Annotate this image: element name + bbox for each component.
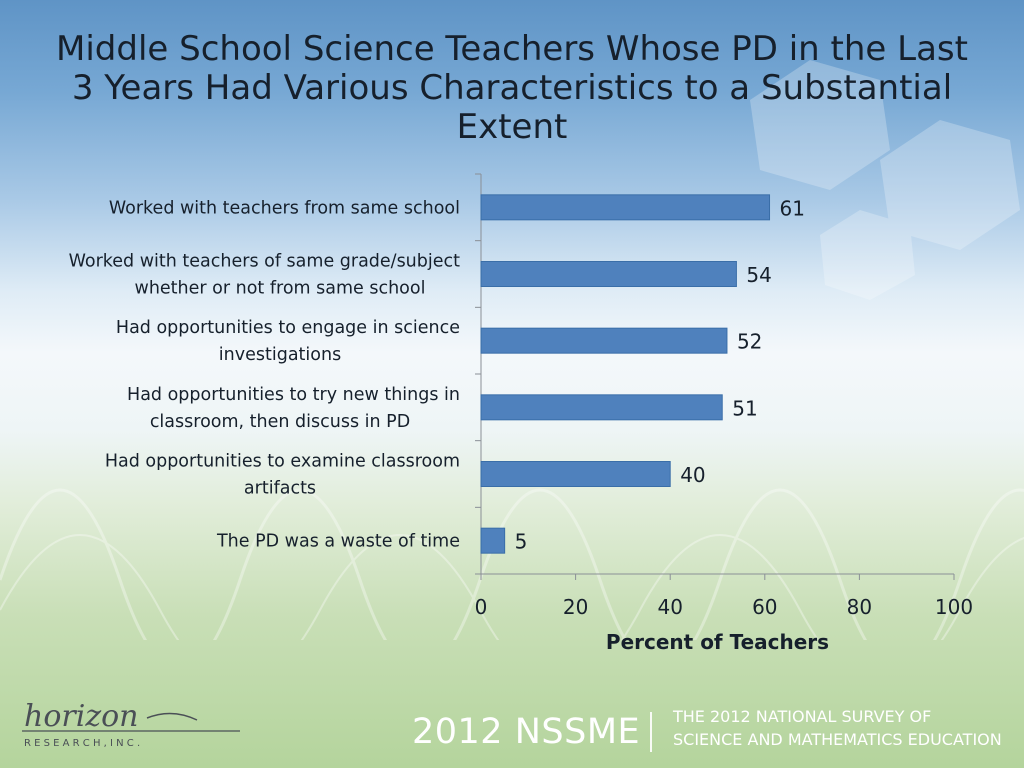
data-label: 52 xyxy=(737,330,762,354)
category-label: Had opportunities to try new things in xyxy=(127,385,460,405)
data-label: 54 xyxy=(746,263,771,287)
category-label: whether or not from same school xyxy=(135,279,426,299)
x-tick-label: 80 xyxy=(847,595,872,619)
bar xyxy=(480,527,506,554)
x-tick-label: 40 xyxy=(657,595,682,619)
bar-chart: 61 Worked with teachers from same school 5… xyxy=(69,173,973,654)
bar xyxy=(480,194,771,221)
category-label: Worked with teachers of same grade/subje… xyxy=(69,252,461,272)
category-label: The PD was a waste of time xyxy=(216,532,460,552)
logo-subtext: R E S E A R C H , I N C . xyxy=(24,738,140,749)
footer-separator xyxy=(650,712,652,752)
data-label: 5 xyxy=(515,530,528,554)
data-label: 61 xyxy=(780,196,805,220)
x-tick-label: 60 xyxy=(752,595,777,619)
x-tick-label: 100 xyxy=(935,595,973,619)
horizon-research-logo: horizon R E S E A R C H , I N C . xyxy=(22,700,240,749)
data-label: 51 xyxy=(732,396,757,420)
chart-title: Middle School Science Teachers Whose PD … xyxy=(56,29,968,147)
footer-year-label: 2012 NSSME xyxy=(412,712,641,752)
category-label: artifacts xyxy=(244,479,316,499)
category-label: Had opportunities to engage in science xyxy=(116,318,460,338)
bar xyxy=(480,394,723,421)
x-tick-label: 20 xyxy=(563,595,588,619)
bar xyxy=(480,461,671,487)
category-label: Had opportunities to examine classroom xyxy=(105,452,460,472)
x-tick-label: 0 xyxy=(475,595,488,619)
footer-survey-line-2: SCIENCE AND MATHEMATICS EDUCATION xyxy=(673,730,1002,749)
category-label: Worked with teachers from same school xyxy=(109,198,460,218)
data-label: 40 xyxy=(680,463,705,487)
x-axis-title: Percent of Teachers xyxy=(606,630,829,654)
category-label: classroom, then discuss in PD xyxy=(150,412,410,432)
category-label: investigations xyxy=(219,345,341,365)
bar xyxy=(480,261,737,287)
background-hexagons xyxy=(750,60,1020,300)
background-waves xyxy=(0,488,1024,640)
footer-survey-name: THE 2012 NATIONAL SURVEY OF SCIENCE AND … xyxy=(673,705,1002,751)
logo-wordmark: horizon xyxy=(24,700,139,734)
bar xyxy=(480,327,728,354)
footer-survey-line-1: THE 2012 NATIONAL SURVEY OF xyxy=(673,707,932,726)
